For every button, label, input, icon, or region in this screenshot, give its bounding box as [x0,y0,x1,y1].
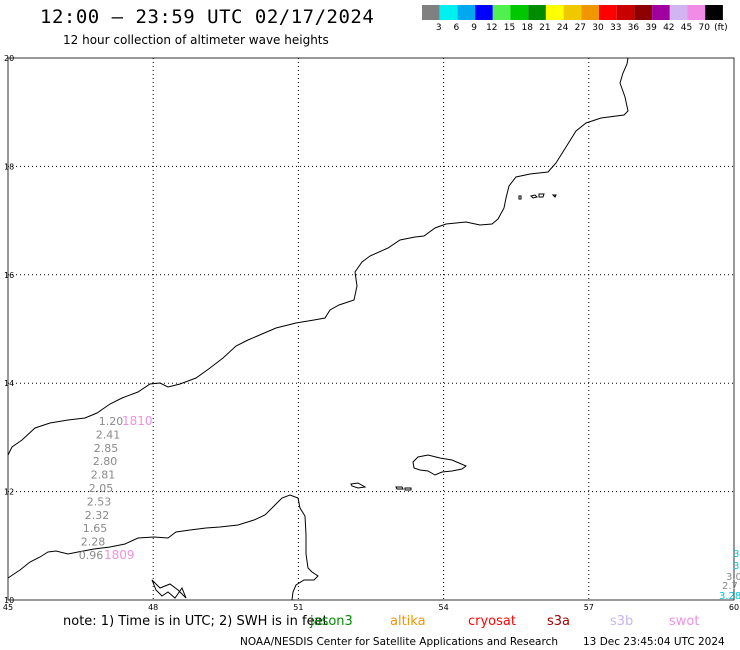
swh-value: 2.53 [87,495,112,508]
swh-value: 2.05 [89,482,114,495]
scale-label: 6 [454,23,460,33]
scale-swatch [705,5,723,20]
note-text: note: 1) Time is in UTC; 2) SWH is in fe… [63,614,328,629]
mission-legend: jason3 altika cryosat s3a s3b swot [309,614,699,629]
scale-label: 30 [592,23,604,33]
swh-value: 2.28 [81,536,106,549]
socotra-island [412,454,467,476]
swh-value: 1.65 [83,522,108,535]
map-frame [7,57,735,601]
scale-swatch [545,5,564,20]
scale-swatch [687,5,706,20]
scale-label: 15 [504,23,515,33]
somali-coastline [7,494,319,601]
scale-label: 39 [645,23,657,33]
mission-label-jason3: jason3 [309,614,353,629]
swh-value: 2.80 [93,455,118,468]
swh-value: 2.85 [94,442,119,455]
lon-tick-label: 48 [148,603,158,612]
lat-tick-label: 14 [4,379,14,388]
scale-label: 3 [436,23,442,33]
swh-value: 2.81 [91,469,116,482]
scale-label: 27 [575,23,586,33]
scale-swatch [492,5,511,20]
footer-credit: NOAA/NESDIS Center for Satellite Applica… [240,636,558,648]
scale-swatch [669,5,688,20]
scale-unit: (ft) [714,23,728,33]
darsah-island [404,487,412,491]
scale-swatch [475,5,493,20]
scale-label: 9 [471,23,477,33]
scale-swatch [563,5,582,20]
track-time-label: 1810 [122,414,153,428]
latitude-tick-labels: 10 12 14 16 18 20 [4,54,14,605]
scale-swatch [457,5,476,20]
scale-swatch [581,5,599,20]
scale-swatch [616,5,635,20]
kuria-muria-islands [518,193,557,200]
samhah-island [395,486,404,490]
scale-swatch [528,5,546,20]
track-time-label: 1809 [104,548,135,562]
lon-tick-label: 60 [729,603,739,612]
scale-swatch [439,5,458,20]
scale-label: 45 [681,23,692,33]
mission-label-swot: swot [669,614,699,629]
swh-value: 2.41 [96,428,121,441]
lon-tick-label: 51 [293,603,303,612]
scale-label: 33 [610,23,621,33]
scale-label: 12 [486,23,497,33]
footer-timestamp: 13 Dec 23:45:04 UTC 2024 [583,636,725,648]
longitude-tick-labels: 45 48 51 54 57 60 [3,603,739,612]
color-scale-legend: 3 6 9 12 15 18 21 24 27 30 33 36 39 42 45 70 (ft) [422,5,728,33]
lon-tick-label: 54 [439,603,449,612]
swh-value: 2.7 [722,581,738,592]
coastline [7,57,629,601]
swh-value: 3.0 [726,572,740,583]
scale-label: 70 [698,23,710,33]
note-line: note: 1) Time is in UTC; 2) SWH is in fe… [63,614,328,629]
lat-tick-label: 18 [4,162,14,171]
arabian-coastline [7,57,629,456]
lat-tick-label: 12 [4,488,14,497]
swh-value: 3 [733,549,739,560]
swh-value: 2.32 [85,509,110,522]
map-title: 12:00 — 23:59 UTC 02/17/2024 [40,6,375,28]
somali-headland [151,579,187,599]
scale-swatch [599,5,617,20]
lat-tick-label: 20 [4,54,14,63]
swh-value: 0.96 [79,549,104,562]
swh-value: 1.20 [99,415,124,428]
map-subtitle: 12 hour collection of altimeter wave hei… [63,33,329,47]
mission-label-altika: altika [390,614,426,629]
scale-label: 18 [521,23,533,33]
scale-swatch [652,5,670,20]
scale-swatch [422,5,440,20]
mission-label-cryosat: cryosat [468,614,516,629]
scale-label: 24 [557,23,569,33]
scale-swatch [510,5,529,20]
altimeter-track-swot-2: 333.02.73.28 [719,549,740,602]
lat-tick-label: 16 [4,271,14,280]
scale-label: 21 [539,23,550,33]
mission-label-s3a: s3a [547,614,570,629]
altimeter-track-swot-1: 1.202.412.852.802.812.052.532.321.652.28… [79,414,153,562]
scale-label: 42 [663,23,674,33]
lon-tick-label: 45 [3,603,13,612]
swh-value: 3.28 [719,591,740,602]
abd-al-kuri-island [350,482,367,489]
scale-swatch [634,5,653,20]
mission-label-s3b: s3b [610,614,633,629]
lat-lon-grid [8,58,734,600]
scale-label: 36 [628,23,640,33]
swh-value: 3 [733,561,739,572]
lat-tick-label: 10 [4,596,14,605]
lon-tick-label: 57 [584,603,594,612]
